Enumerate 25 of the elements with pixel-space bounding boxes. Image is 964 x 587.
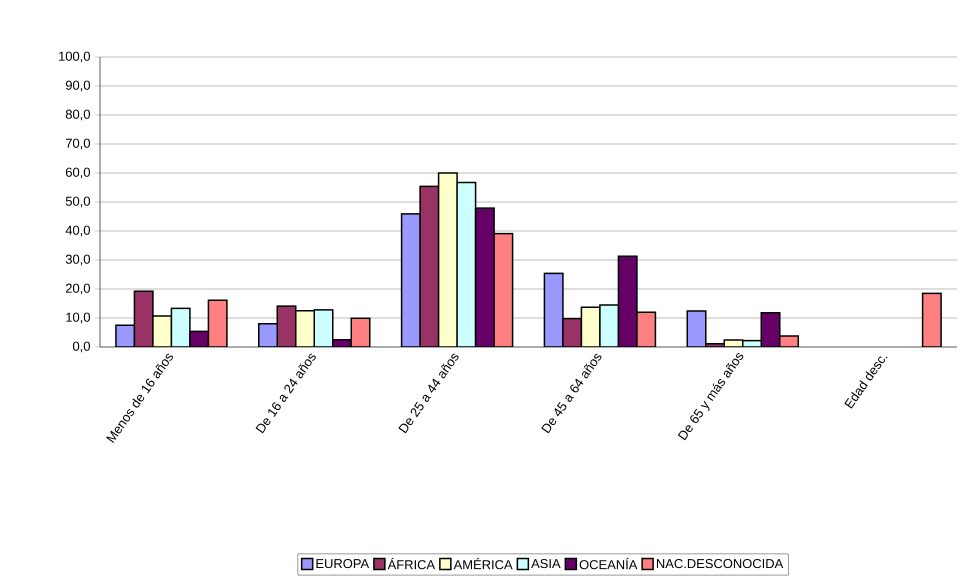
- bar: [419, 186, 440, 347]
- bar: [493, 232, 514, 347]
- y-tick-label: 70,0: [66, 138, 90, 150]
- legend-label: OCEANÍA: [580, 558, 638, 570]
- legend-label: AMÉRICA: [454, 558, 513, 570]
- y-tick-label: 0,0: [72, 342, 90, 352]
- bar: [456, 182, 476, 347]
- y-tick-label: 10,0: [66, 312, 90, 324]
- legend-label: NAC.DESCONOCIDA: [656, 558, 784, 568]
- y-tick-label: 50,0: [66, 196, 90, 208]
- y-tick-label: 60,0: [66, 168, 90, 178]
- legend-label: ÁFRICA: [388, 558, 436, 570]
- y-tick-label: 90,0: [66, 80, 90, 92]
- y-tick-label: 100,0: [59, 52, 90, 62]
- bar: [438, 172, 458, 347]
- bar: [544, 272, 564, 347]
- y-tick-label: 30,0: [66, 254, 90, 266]
- bar: [618, 255, 638, 347]
- y-tick-label: 40,0: [66, 226, 90, 236]
- bar: [474, 207, 495, 347]
- legend-label: EUROPA: [316, 558, 370, 568]
- legend-label: ASIA: [531, 558, 561, 568]
- y-tick-label: 20,0: [66, 284, 90, 294]
- y-tick-label: 80,0: [66, 110, 90, 120]
- bar: [400, 213, 421, 347]
